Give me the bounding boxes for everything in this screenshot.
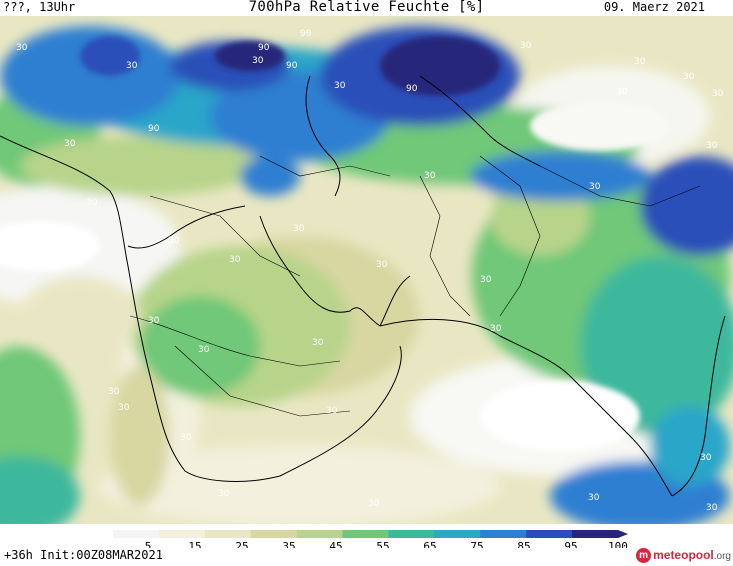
colorbar-swatch [388,530,435,538]
colorbar-swatches [113,530,628,538]
colorbar-arrow [618,530,628,538]
colorbar-tick-label: 100 [608,540,628,548]
contour-label: 30 [376,260,388,270]
contour-label: 30 [548,407,560,417]
colorbar-swatch [480,530,527,538]
contour-labels: 30 90 99 90 30 90 90 30 30 30 30 30 30 3… [16,29,724,513]
colorbar-swatch [434,530,481,538]
contour-label: 30 [616,87,628,97]
contour-label: 30 [706,141,718,151]
contour-label: 30 [326,406,338,416]
contour-label: 30 [312,338,324,348]
colorbar-tick-label: 35 [282,540,295,548]
colorbar-tick-label: 65 [423,540,436,548]
colorbar-swatch [113,530,160,538]
contour-label: 30 [706,503,718,513]
date-label: 09. Maerz 2021 [603,0,705,14]
contour-label: 30 [634,57,646,67]
colorbar-swatch [342,530,389,538]
logo-text: meteopool [653,548,714,562]
colorbar-tick-label: 55 [376,540,389,548]
colorbar-tick-label: 45 [329,540,342,548]
contour-label: 30 [108,387,120,397]
contour-label: 30 [118,403,130,413]
country-borders [129,155,701,417]
logo-tld: .org [713,551,731,562]
contour-label: 30 [168,236,180,246]
contour-label: 30 [229,255,241,265]
colorbar-swatch [250,530,298,538]
colorbar-swatch [204,530,252,538]
map-footer: 5 15 25 35 45 55 65 75 85 95 100 +36h Init:00Z08MA… [0,524,733,566]
contour-label: 30 [683,72,695,82]
contour-label: 30 [126,61,138,71]
contour-label: 90 [148,124,160,134]
contour-label: 30 [218,489,230,499]
colorbar-swatch [572,530,619,538]
humidity-map: 30 90 99 90 30 90 90 30 30 30 30 30 30 3… [0,16,733,524]
contour-label: 30 [198,345,210,355]
colorbar-swatch [296,530,344,538]
contour-label: 30 [16,43,28,53]
valid-time-label: ???, 13Uhr [3,0,76,14]
colorbar: 5 15 25 35 45 55 65 75 85 95 100 [113,530,628,548]
contour-label: 99 [300,29,312,39]
contour-label: 30 [180,433,192,443]
coastlines [0,75,726,497]
logo-mark-icon: m [636,547,652,563]
colorbar-swatch [158,530,206,538]
contour-label: 30 [490,324,502,334]
contour-label: 30 [334,81,346,91]
humidity-fill-blobs [0,26,733,524]
contour-label: 90 [406,84,418,94]
contour-label: 30 [520,41,532,51]
colorbar-tick-label: 15 [188,540,201,548]
humidity-fill-cores [0,36,670,451]
colorbar-tick-label: 25 [235,540,248,548]
meteopool-logo: m meteopool.org [636,546,731,564]
colorbar-tick-label: 5 [145,540,152,548]
map-header: ???, 13Uhr 700hPa Relative Feuchte [%] 0… [0,0,733,16]
colorbar-labels: 5 15 25 35 45 55 65 75 85 95 100 [145,540,628,548]
contour-label: 30 [252,56,264,66]
contour-label: 90 [258,43,270,53]
colorbar-tick-label: 95 [564,540,577,548]
contour-label: 30 [64,139,76,149]
colorbar-tick-label: 85 [517,540,530,548]
contour-label: 30 [86,198,98,208]
contour-label: 30 [589,182,601,192]
contour-label: 30 [588,493,600,503]
contour-label: 30 [424,171,436,181]
contour-label: 30 [368,499,380,509]
contour-label: 30 [700,453,712,463]
contour-label: 90 [286,61,298,71]
map-title: 700hPa Relative Feuchte [%] [248,0,485,15]
contour-label: 30 [712,89,724,99]
run-info: +36h Init:00Z08MAR2021 [4,548,163,562]
colorbar-tick-label: 75 [470,540,483,548]
colorbar-swatch [526,530,573,538]
contour-label: 30 [148,316,160,326]
contour-label: 30 [293,224,305,234]
contour-label: 30 [480,275,492,285]
humidity-field: 30 90 99 90 30 90 90 30 30 30 30 30 30 3… [0,16,733,524]
